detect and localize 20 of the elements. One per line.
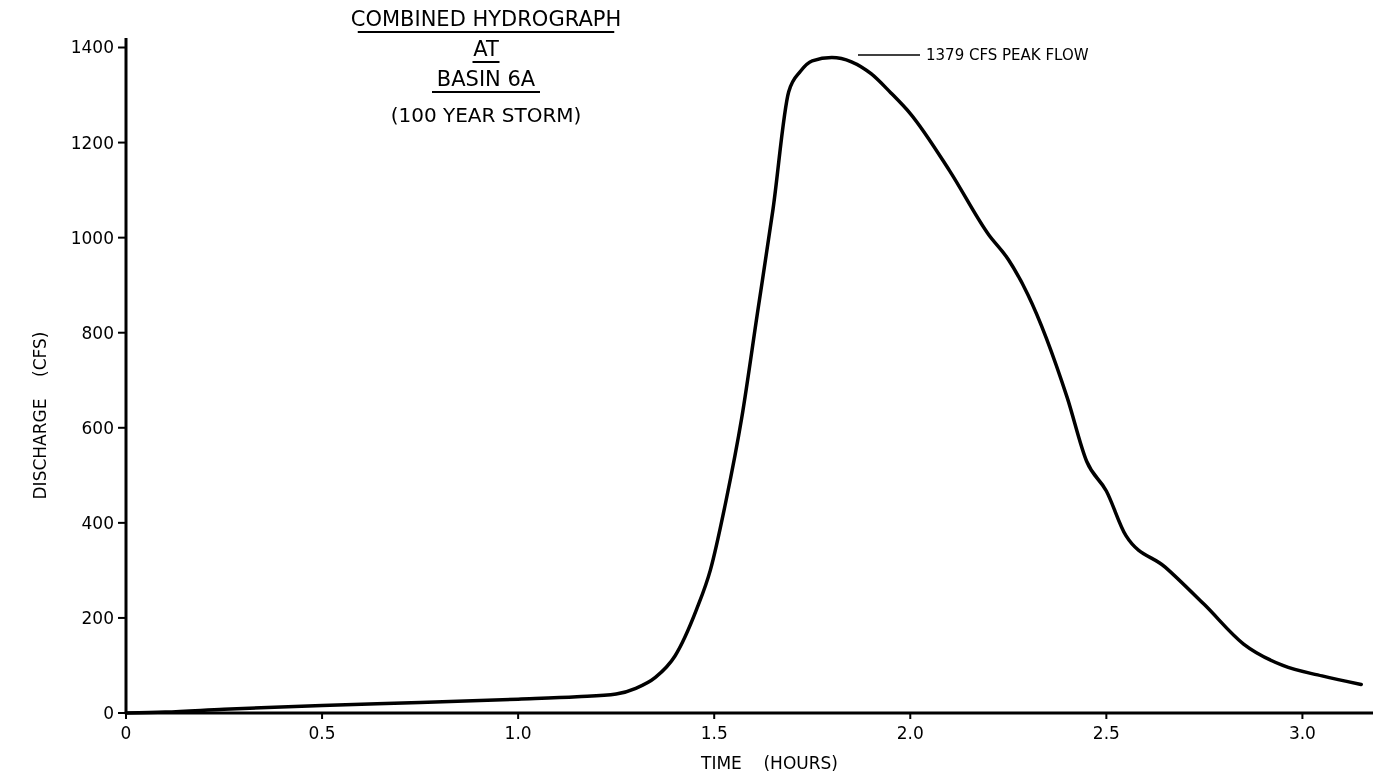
x-tick-label: 0.5	[308, 723, 336, 743]
x-tick-label: 2.5	[1092, 723, 1120, 743]
annotation: 1379 CFS PEAK FLOW	[926, 46, 1089, 65]
x-tick-label: 0	[120, 723, 132, 743]
y-tick-label: 1200	[70, 132, 114, 153]
x-tick-label: 1.5	[700, 723, 728, 743]
x-axis-title: TIME (HOURS)	[700, 753, 838, 773]
y-tick-label: 1400	[70, 37, 114, 58]
x-tick-label: 1.0	[504, 723, 532, 743]
x-tick-label: 2.0	[896, 723, 924, 743]
text: (100 YEAR STORM)	[390, 103, 582, 127]
y-tick-label: 200	[81, 607, 114, 628]
y-tick-label: 800	[81, 322, 114, 343]
y-tick-label: 600	[81, 417, 114, 438]
y-axis-title: DISCHARGE (CFS)	[30, 331, 50, 500]
y-tick-label: 400	[81, 512, 114, 533]
x-tick-label: 3.0	[1288, 723, 1316, 743]
y-tick-label: 0	[103, 702, 114, 723]
chart-title: COMBINED HYDROGRAPH AT BASIN 6A	[350, 7, 622, 91]
y-tick-label: 1000	[70, 227, 114, 248]
